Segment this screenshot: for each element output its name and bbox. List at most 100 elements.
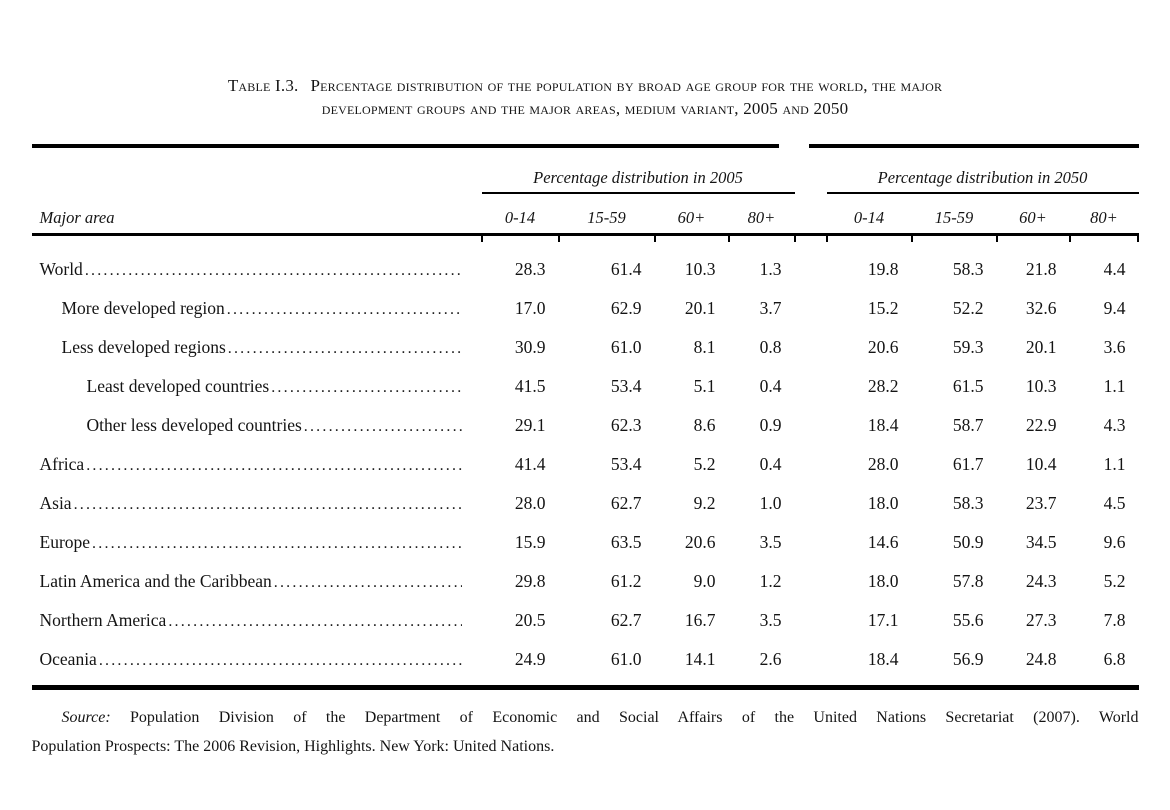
- table-title-text: Percentage distribution of the populatio…: [310, 76, 943, 95]
- row-label: Less developed regions: [61, 337, 226, 357]
- value-cell: 19.8: [867, 259, 899, 279]
- value-cell: 62.7: [610, 610, 642, 630]
- row-label: Northern America: [39, 610, 167, 630]
- dot-leader: [227, 298, 462, 319]
- value-cell: 15.9: [514, 532, 546, 552]
- value-cell: 34.5: [1025, 532, 1057, 552]
- value-cell: 62.7: [610, 493, 642, 513]
- value-cell: 2.6: [759, 649, 782, 669]
- row-label: World: [39, 259, 83, 279]
- value-cell: 61.5: [952, 376, 984, 396]
- value-cell: 10.3: [684, 259, 716, 279]
- row-label-cell: Latin America and the Caribbean: [32, 562, 482, 601]
- value-cell: 17.0: [514, 298, 546, 318]
- dot-leader: [271, 376, 461, 397]
- value-cell: 10.4: [1025, 454, 1057, 474]
- value-cell: 17.1: [867, 610, 899, 630]
- table-header: Percentage distribution in 2005 Percenta…: [31, 148, 1139, 242]
- table-title: Table I.3. Percentage distribution of the…: [32, 74, 1139, 120]
- value-cell: 56.9: [952, 649, 984, 669]
- value-cell: 14.1: [684, 649, 716, 669]
- value-cell: 9.0: [693, 571, 716, 591]
- value-cell: 0.4: [759, 376, 782, 396]
- value-cell: 10.3: [1025, 376, 1057, 396]
- top-rule-left-segment: [31, 144, 779, 148]
- value-cell: 3.5: [759, 532, 782, 552]
- value-cell: 62.9: [610, 298, 642, 318]
- row-label-wrap: Europe: [40, 532, 482, 553]
- group-gap-cell: [795, 367, 827, 406]
- source-text-line2: Population Prospects: The 2006 Revision,…: [31, 738, 555, 755]
- dot-leader: [85, 259, 462, 280]
- value-cell: 55.6: [952, 610, 984, 630]
- value-cell: 24.8: [1025, 649, 1057, 669]
- top-rule-right-segment: [808, 144, 1139, 148]
- table-title-line1: Table I.3. Percentage distribution of the…: [32, 74, 1139, 97]
- value-cell: 8.6: [693, 415, 716, 435]
- row-label-wrap: World: [40, 259, 482, 280]
- group-gap-cell: [795, 235, 827, 290]
- value-cell: 24.9: [514, 649, 546, 669]
- value-cell: 32.6: [1025, 298, 1057, 318]
- value-cell: 1.0: [759, 493, 782, 513]
- value-cell: 28.0: [514, 493, 546, 513]
- dot-leader: [168, 610, 461, 631]
- value-cell: 50.9: [952, 532, 984, 552]
- col-header-2005-60: 60+: [653, 193, 729, 241]
- value-cell: 20.1: [684, 298, 716, 318]
- value-cell: 0.4: [759, 454, 782, 474]
- group-gap-cell: [795, 562, 827, 601]
- value-cell: 15.2: [867, 298, 899, 318]
- value-cell: 9.6: [1103, 532, 1126, 552]
- group-gap-cell: [795, 601, 827, 640]
- value-cell: 28.2: [867, 376, 899, 396]
- table-row: Europe 15.9 63.5 20.6 3.5 14.6 50.9 34.5…: [32, 523, 1139, 562]
- group-gap-cell: [795, 328, 827, 367]
- value-cell: 53.4: [610, 454, 642, 474]
- table-top-rule: [31, 144, 1139, 148]
- value-cell: 18.0: [867, 571, 899, 591]
- empty-corner-cell: [32, 148, 482, 193]
- value-cell: 23.7: [1025, 493, 1057, 513]
- value-cell: 3.5: [759, 610, 782, 630]
- value-cell: 1.2: [759, 571, 782, 591]
- value-cell: 3.6: [1103, 337, 1126, 357]
- value-cell: 9.4: [1103, 298, 1126, 318]
- value-cell: 5.1: [693, 376, 716, 396]
- row-label-wrap: Other less developed countries: [87, 415, 482, 436]
- col-header-2005-0-14: 0-14: [480, 193, 559, 241]
- row-label-cell: Northern America: [32, 601, 482, 640]
- major-area-header: Major area: [31, 193, 482, 236]
- row-label-wrap: Latin America and the Caribbean: [40, 571, 482, 592]
- col-header-2050-0-14: 0-14: [825, 193, 912, 241]
- col-header-2050-15-59: 15-59: [910, 193, 997, 241]
- value-cell: 1.1: [1103, 376, 1126, 396]
- value-cell: 20.6: [867, 337, 899, 357]
- group-header-row: Percentage distribution in 2005 Percenta…: [32, 148, 1139, 194]
- value-cell: 3.7: [759, 298, 782, 318]
- column-header-row: Major area 0-14 15-59 60+ 80+ 0-14 15-59…: [31, 193, 1139, 242]
- value-cell: 18.4: [867, 415, 899, 435]
- value-cell: 61.2: [610, 571, 642, 591]
- table-row: Northern America 20.5 62.7 16.7 3.5 17.1…: [32, 601, 1139, 640]
- group-gap-header-cell: [793, 193, 827, 242]
- dot-leader: [74, 493, 462, 514]
- row-label-wrap: Less developed regions: [62, 337, 482, 358]
- value-cell: 4.3: [1103, 415, 1126, 435]
- value-cell: 20.1: [1025, 337, 1057, 357]
- value-cell: 61.7: [952, 454, 984, 474]
- value-cell: 20.6: [684, 532, 716, 552]
- source-line1: Source: Population Division of the Depar…: [32, 703, 1139, 732]
- dot-leader: [99, 649, 462, 670]
- source-note: Source: Population Division of the Depar…: [32, 703, 1139, 761]
- page-content: Table I.3. Percentage distribution of the…: [31, 0, 1139, 761]
- row-label-wrap: Least developed countries: [87, 376, 482, 397]
- row-label-cell: Less developed regions: [32, 328, 482, 367]
- table-row: Least developed countries 41.5 53.4 5.1 …: [32, 367, 1139, 406]
- value-cell: 53.4: [610, 376, 642, 396]
- value-cell: 4.4: [1103, 259, 1126, 279]
- table-row: Less developed regions 30.9 61.0 8.1 0.8…: [32, 328, 1139, 367]
- value-cell: 1.1: [1103, 454, 1126, 474]
- table-row: Asia 28.0 62.7 9.2 1.0 18.0 58.3 23.7 4.…: [32, 484, 1139, 523]
